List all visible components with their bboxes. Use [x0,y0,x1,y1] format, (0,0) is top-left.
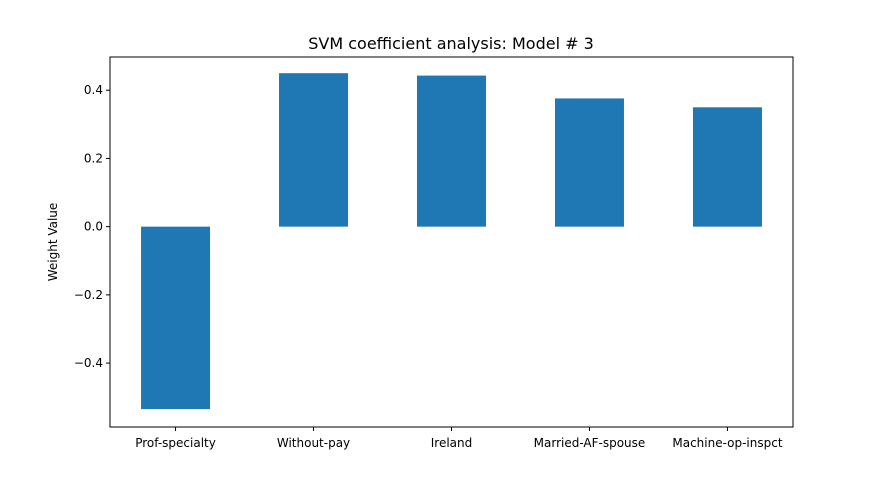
bar-married-af-spouse [554,98,624,227]
bars-layer [141,73,762,410]
y-tick-label: 0.0 [84,220,103,234]
y-axis-label: Weight Value [46,203,60,282]
x-tick-label: Machine-op-inspct [672,436,782,450]
x-axis: Prof-specialty Without-pay Ireland Married-… [135,427,783,450]
y-tick-label: 0.2 [84,151,103,165]
chart-title: SVM coefficient analysis: Model # 3 [308,34,594,53]
x-tick-label: Married-AF-spouse [534,436,646,450]
bar-prof-specialty [141,226,211,410]
plot-frame [109,56,794,428]
y-tick-label: 0.4 [84,83,103,97]
x-tick-label: Without-pay [277,436,350,450]
y-tick-label: −0.2 [74,288,103,302]
x-tick-label: Ireland [431,436,473,450]
bar-machine-op-inspct [692,107,762,227]
bar-ireland [417,75,486,227]
bar-without-pay [279,73,349,227]
x-tick-label: Prof-specialty [135,436,216,450]
y-axis: −0.4 −0.2 0.0 0.2 0.4 [74,83,110,370]
y-tick-label: −0.4 [74,356,103,370]
